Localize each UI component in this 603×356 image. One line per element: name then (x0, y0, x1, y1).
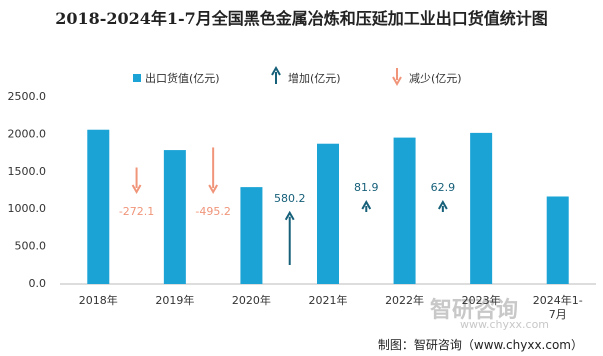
x-tick-label: 2021年 (308, 294, 348, 307)
bar (546, 196, 569, 284)
chart-title: 2018-2024年1-7月全国黑色金属冶炼和压延加工业出口货值统计图 (55, 9, 548, 28)
y-tick-label: 2500.0 (8, 90, 47, 103)
bar (87, 129, 110, 284)
x-tick-label: 2020年 (231, 294, 271, 307)
increase-arrow (284, 210, 295, 265)
change-label: 62.9 (431, 181, 456, 194)
x-tick-label: 2024年1-7月 (532, 294, 583, 321)
y-tick-label: 1000.0 (8, 202, 47, 215)
decrease-arrow (208, 147, 219, 195)
change-label: 580.2 (274, 192, 306, 205)
bar (163, 150, 186, 284)
change-label: -272.1 (119, 205, 154, 218)
watermark: 智研咨询 (430, 298, 519, 323)
y-tick-label: 500.0 (15, 240, 47, 253)
increase-arrow (361, 199, 372, 212)
bar (393, 137, 416, 284)
increase-arrow (437, 199, 448, 212)
legend-label: 减少(亿元) (409, 72, 462, 85)
bar (317, 143, 339, 284)
change-label: 81.9 (354, 181, 379, 194)
x-tick-label: 2023年 (461, 294, 501, 307)
watermark-url: www.chyxx.com (460, 318, 550, 331)
y-tick-label: 1500.0 (8, 165, 47, 178)
x-tick-label: 2022年 (385, 294, 425, 307)
legend-swatch (133, 74, 141, 82)
change-label: -495.2 (195, 205, 230, 218)
legend-label: 出口货值(亿元) (145, 71, 220, 85)
y-tick-label: 0.0 (29, 277, 47, 290)
x-tick-label: 2019年 (155, 294, 195, 307)
y-tick-label: 2000.0 (8, 127, 47, 140)
bar (470, 132, 493, 284)
decrease-arrow (131, 167, 142, 195)
bar (240, 187, 263, 284)
legend-label: 增加(亿元) (288, 71, 341, 85)
legend-icon (271, 65, 281, 84)
legend-icon (392, 68, 402, 87)
x-tick-label: 2018年 (78, 294, 118, 307)
source: 制图：智研咨询（www.chyxx.com） (377, 338, 583, 352)
